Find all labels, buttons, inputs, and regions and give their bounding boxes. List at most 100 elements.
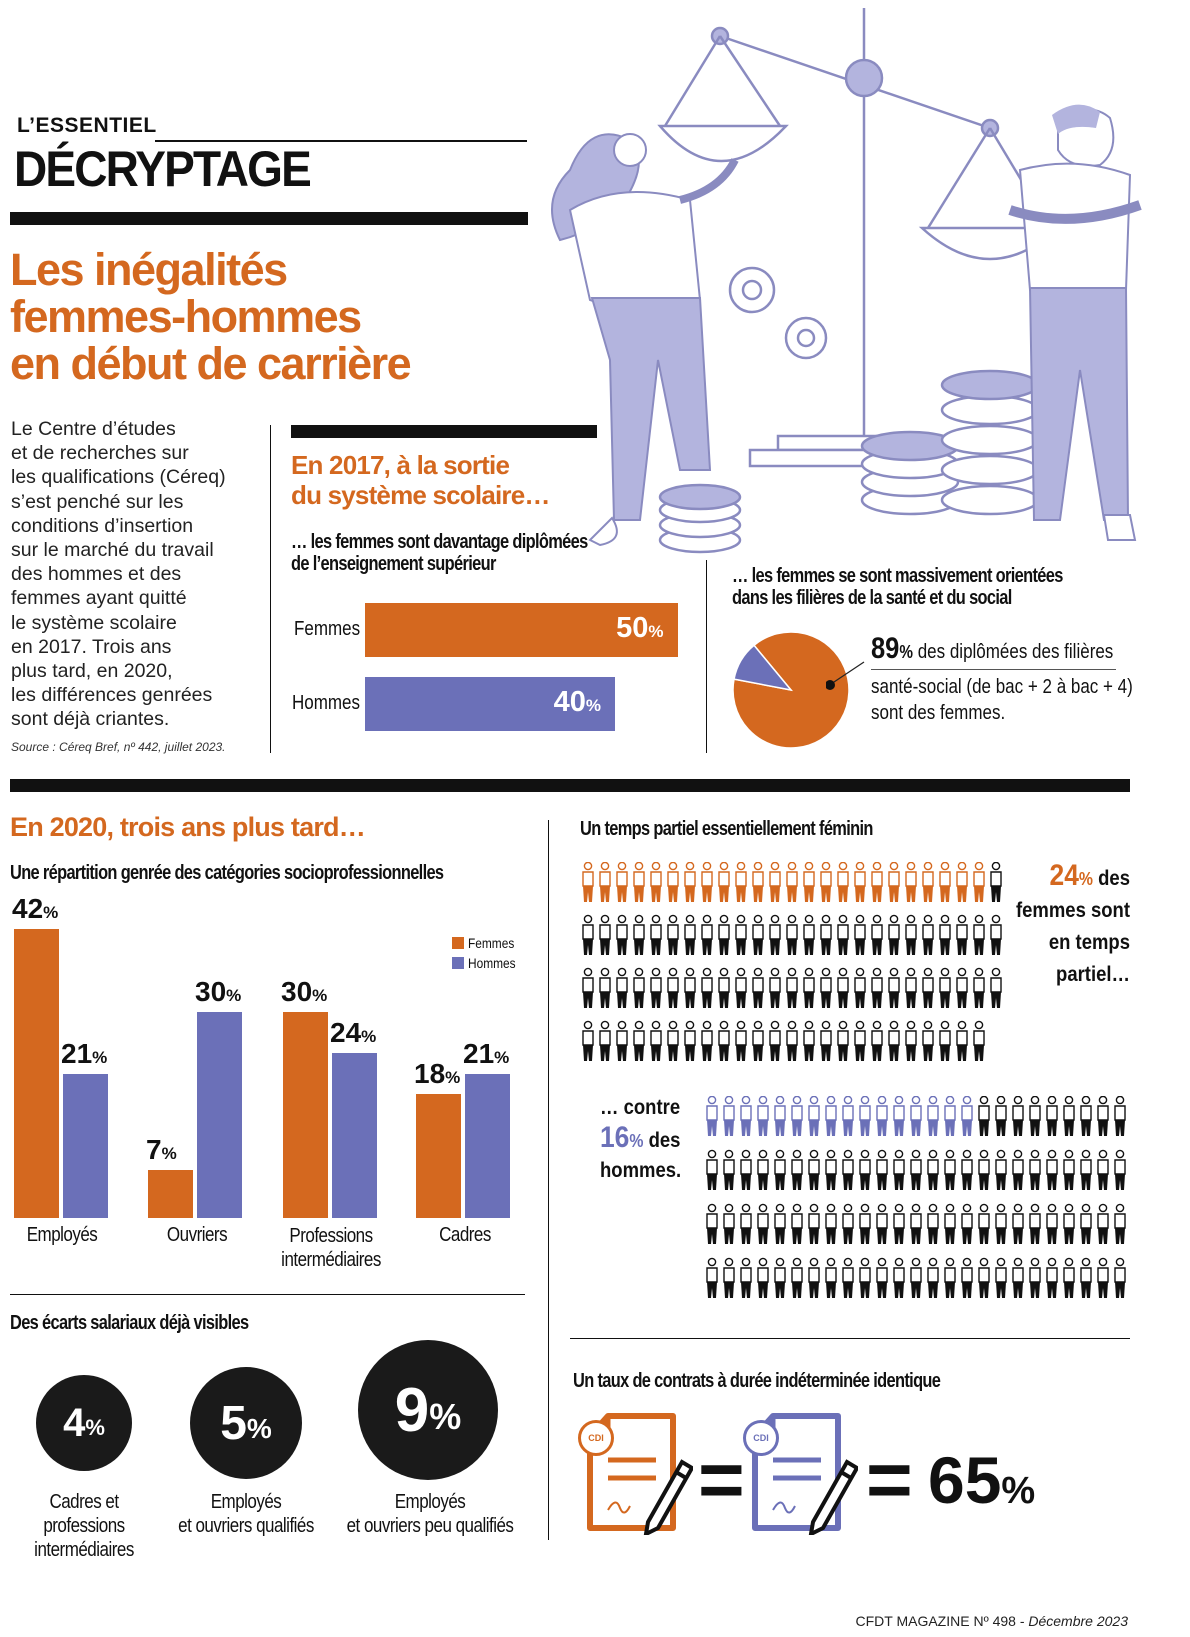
person-icon [927,1096,939,1136]
person-icon [599,967,611,1008]
person-icon [701,862,713,902]
footer: CFDT MAGAZINE Nº 498 - Décembre 2023 [855,1613,1128,1629]
person-icon [808,1257,820,1298]
person-icon [1114,1149,1126,1190]
person-icon [616,1020,628,1061]
person-icon [1097,1096,1109,1136]
salary-value-1: 4 [63,1400,86,1445]
person-icon [842,1257,854,1298]
csp-category-cadres: Cadres [412,1224,517,1247]
person-icon [740,1203,752,1244]
intro-divider [270,425,271,753]
salary-circle-2: 5% [190,1367,302,1479]
diploma-subtitle: … les femmes sont davantage diplômées de… [291,531,588,575]
person-icon [667,862,679,902]
section2017-heading-line-2: du système scolaire… [291,480,550,510]
csp-legend: Femmes Hommes [452,933,524,973]
person-icon [888,914,900,955]
intro-line: le système scolaire [11,611,177,634]
person-icon [701,914,713,955]
person-icon [667,914,679,955]
intro-line: les différences genrées [11,684,213,707]
person-icon [633,967,645,1008]
person-icon [774,1096,786,1136]
person-icon [769,914,781,955]
person-icon [599,1020,611,1061]
legend-label-femmes: Femmes [467,935,515,951]
person-icon [990,914,1002,955]
parttime-women-text-3: en temps [1048,931,1130,954]
salary-unit-1: % [85,1415,105,1440]
pie-slice-hommes [733,644,793,692]
person-icon [582,1020,594,1061]
csp-bar-femmes-4 [416,1094,461,1218]
health-stat-value: 89 [871,632,900,665]
person-icon [757,1203,769,1244]
parttime-women-unit: % [1078,869,1094,889]
person-icon [876,1257,888,1298]
person-icon [1029,1257,1041,1298]
person-icon [910,1257,922,1298]
health-stat-text-2: santé-social (de bac + 2 à bac + 4) [871,676,1133,698]
person-icon [735,914,747,955]
person-icon [633,862,645,902]
footer-date: Décembre 2023 [1028,1613,1128,1629]
person-icon [1097,1203,1109,1244]
person-icon [1114,1203,1126,1244]
person-icon [1114,1257,1126,1298]
person-icon [820,1020,832,1061]
person-icon [718,967,730,1008]
person-icon [723,1257,735,1298]
person-icon [706,1149,718,1190]
person-icon [1097,1257,1109,1298]
legend-label-hommes: Hommes [467,955,516,971]
person-icon [791,1203,803,1244]
person-icon [837,914,849,955]
cdi-equals-2: = [866,1435,913,1524]
footer-magazine: CFDT MAGAZINE Nº 498 - [855,1613,1029,1629]
person-icon [905,914,917,955]
salary-label-line: et ouvriers qualifiés [178,1515,314,1537]
person-icon [757,1257,769,1298]
health-subtitle: … les femmes se sont massivement orienté… [732,565,1063,609]
salary-circle-1: 4% [36,1375,132,1471]
section2017-bar [291,425,597,438]
person-icon [740,1257,752,1298]
person-icon [1046,1149,1058,1190]
person-icon [825,1203,837,1244]
person-icon [684,967,696,1008]
person-icon [973,1020,985,1061]
csp-category-label: intermédiaires [281,1249,381,1271]
person-icon [1080,1096,1092,1136]
health-stat-text-1: des diplômées des filières [912,641,1114,663]
parttime-men-intro: … contre [600,1096,681,1119]
person-icon [803,967,815,1008]
person-icon [1080,1149,1092,1190]
salary-value-2: 5 [220,1396,247,1450]
csp-value-femmes-2: 7% [146,1133,177,1165]
csp-bar-hommes-1 [63,1073,108,1218]
person-icon [1029,1149,1041,1190]
person-icon [1080,1203,1092,1244]
person-icon [740,1096,752,1136]
person-icon [701,967,713,1008]
person-icon [808,1203,820,1244]
csp-value-hommes-1: 21% [61,1037,108,1069]
diploma-label-femmes: Femmes [294,618,361,640]
person-icon [740,1149,752,1190]
person-icon [978,1096,990,1136]
person-icon [837,1020,849,1061]
page-title-line-3: en début de carrière [10,338,412,389]
person-icon [990,967,1002,1008]
person-icon [893,1257,905,1298]
salary-subtitle: Des écarts salariaux déjà visibles [10,1312,249,1334]
person-icon [582,914,594,955]
person-icon [956,914,968,955]
parttime-men-value: 16 [600,1121,630,1154]
person-icon [893,1096,905,1136]
column-divider [548,820,549,1540]
person-icon [922,967,934,1008]
person-icon [1063,1096,1075,1136]
csp-chart: 42% 7% 30% 18% 21% 30% 24% 21% [0,880,540,1220]
legend-item-hommes: Hommes [452,953,524,973]
